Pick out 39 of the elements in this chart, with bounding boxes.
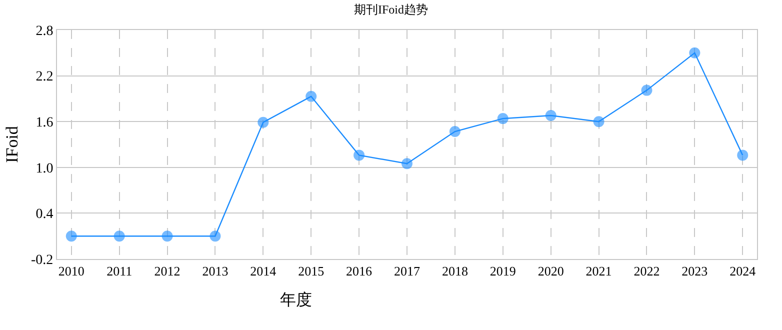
point	[306, 90, 317, 102]
y-axis-title: IFoid	[2, 126, 22, 163]
x-tick-label: 2015	[298, 264, 324, 279]
x-axis-title: 年度	[280, 291, 312, 309]
point	[402, 158, 412, 170]
y-tick-label: -0.2	[31, 252, 54, 268]
point	[354, 150, 365, 161]
point	[162, 230, 173, 242]
point	[66, 230, 77, 242]
chart-title: 期刊IFoid趋势	[354, 2, 428, 16]
y-tick-label: 2.2	[36, 70, 54, 85]
point	[497, 113, 508, 124]
point	[210, 230, 221, 242]
point	[449, 126, 460, 138]
y-tick-label: 0.4	[36, 207, 54, 222]
point	[593, 116, 604, 128]
x-tick-label: 2021	[586, 264, 612, 279]
x-tick-label: 2023	[682, 264, 708, 279]
x-tick-label: 2013	[202, 264, 228, 279]
x-tick-label: 2012	[154, 264, 180, 279]
point	[737, 150, 748, 161]
x-tick-label: 2024	[730, 264, 756, 279]
x-tick-label: 2022	[634, 264, 660, 279]
point	[114, 230, 125, 242]
y-tick-label: 1.0	[36, 161, 54, 176]
x-tick-label: 2019	[490, 264, 516, 279]
x-tick-label: 2014	[250, 264, 277, 279]
x-tick-label: 2016	[346, 264, 373, 279]
x-tick-label: 2020	[538, 264, 564, 279]
point	[689, 47, 700, 58]
y-tick-label: 2.8	[36, 24, 54, 39]
x-tick-label: 2011	[106, 264, 132, 279]
point	[545, 110, 556, 121]
x-tick-label: 2010	[58, 264, 84, 279]
y-tick-label: 1.6	[36, 116, 54, 130]
point	[258, 116, 269, 128]
point	[641, 84, 652, 96]
x-tick-label: 2017	[394, 264, 420, 279]
x-tick-label: 2018	[442, 264, 468, 279]
